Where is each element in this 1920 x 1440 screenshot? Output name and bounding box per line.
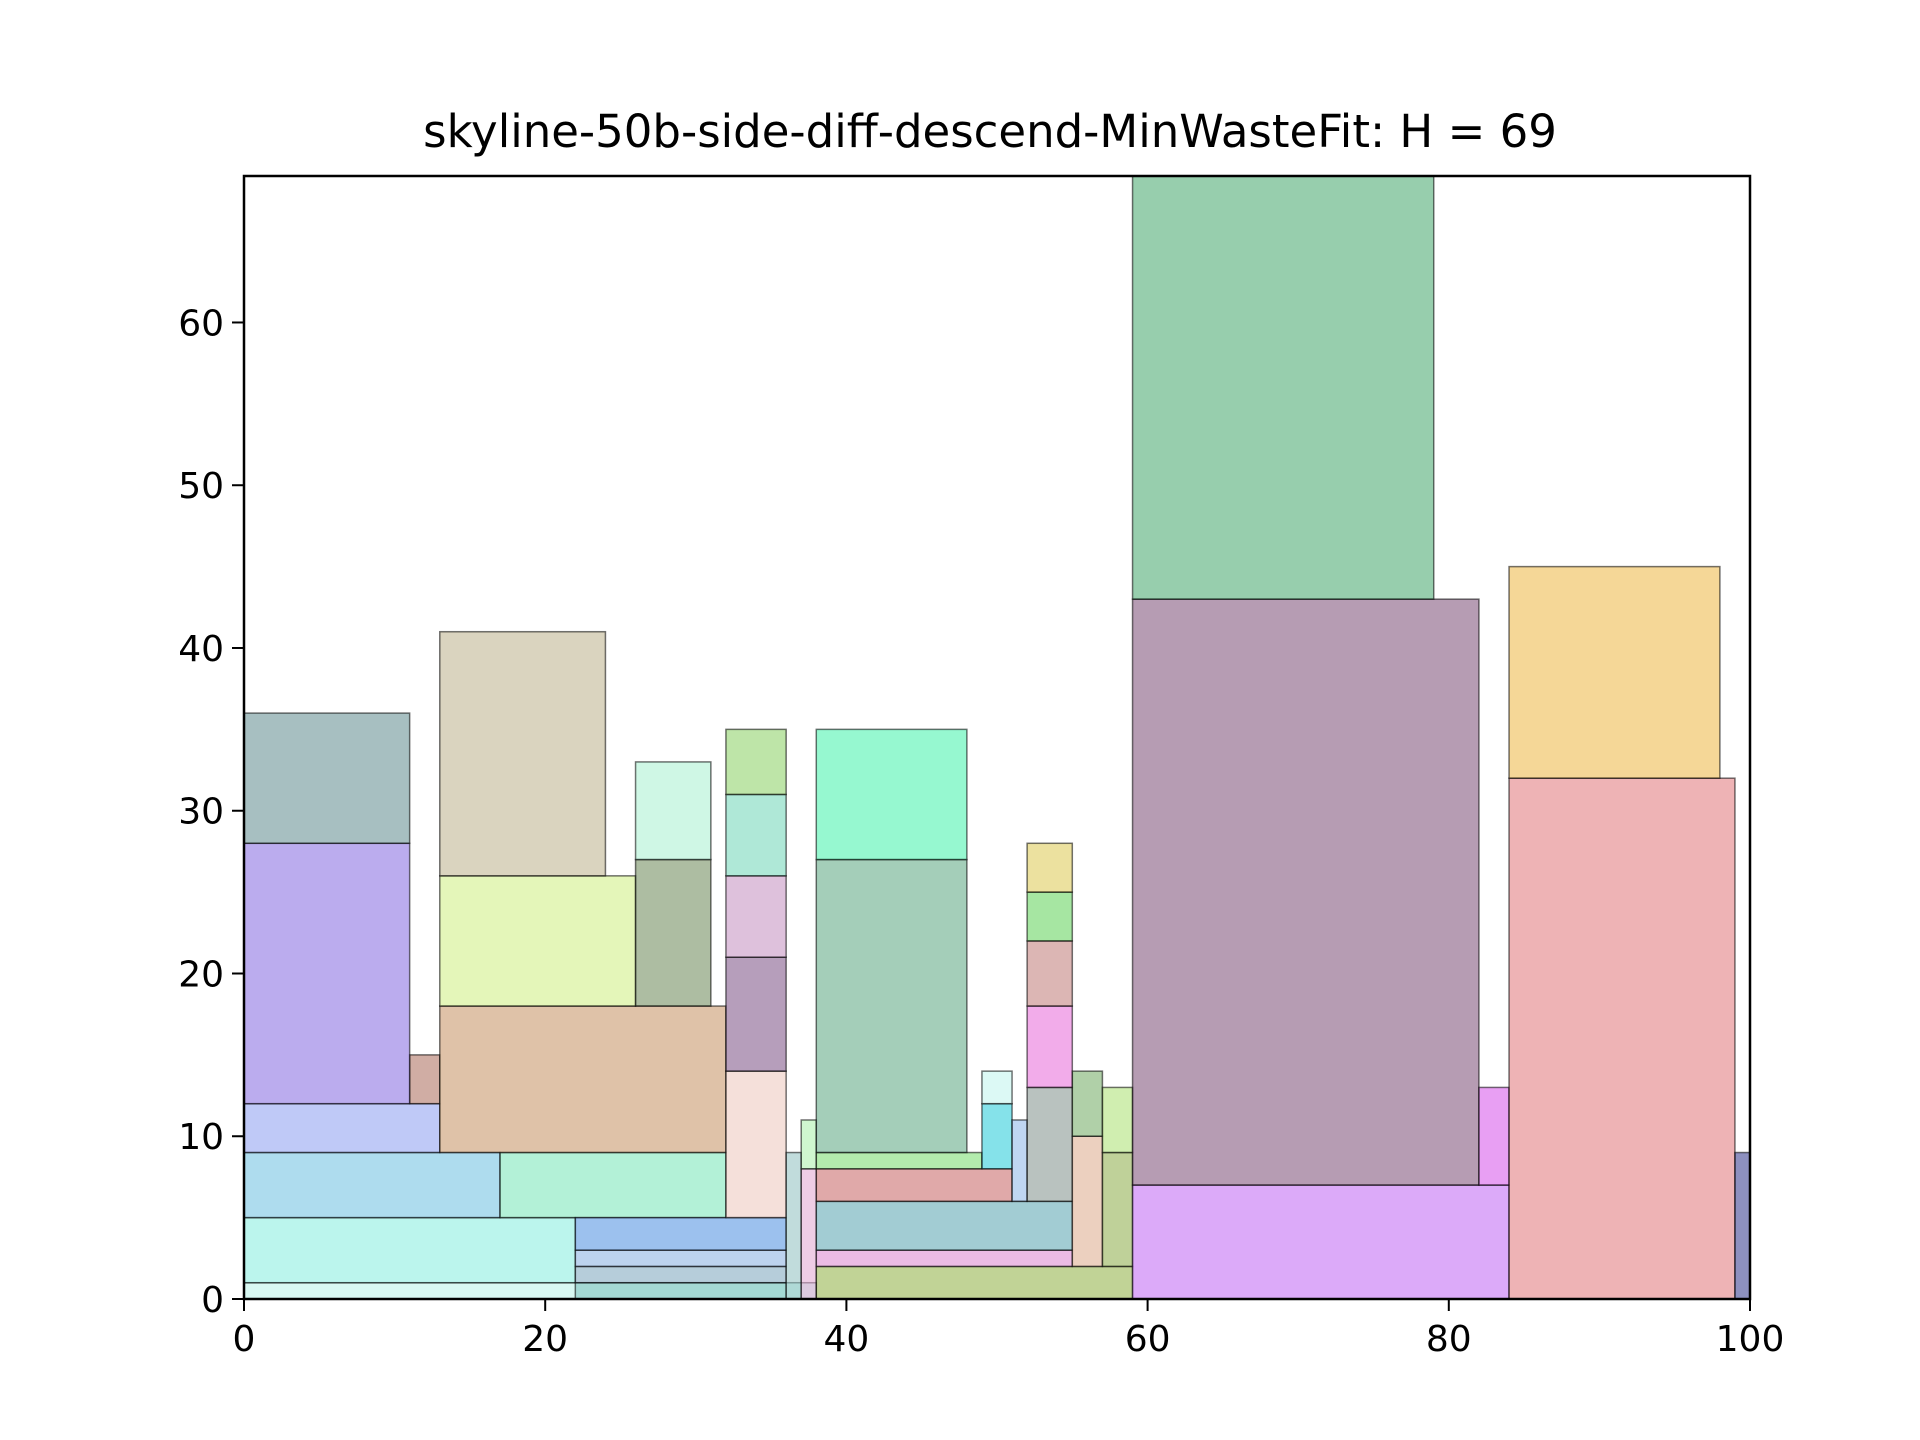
packed-rect [1101, 1086, 1134, 1154]
packed-rect [725, 793, 787, 877]
packed-rect [574, 1265, 787, 1284]
packed-rect [243, 842, 411, 1105]
packed-rect [815, 728, 968, 861]
packed-rect [815, 1200, 1074, 1251]
packed-rect [1734, 1151, 1751, 1300]
packed-rect [981, 1102, 1013, 1170]
y-tick-label: 20 [178, 954, 224, 995]
packed-rect [800, 1119, 818, 1170]
packed-rect [815, 1151, 983, 1170]
packed-rect [800, 1168, 818, 1300]
packed-rect [725, 1070, 787, 1219]
x-tick-label: 40 [823, 1319, 869, 1360]
packed-rect [1071, 1070, 1104, 1137]
packed-rect [1026, 842, 1074, 893]
y-axis: 0 10 20 30 40 50 60 [178, 303, 244, 1321]
chart-title: skyline-50b-side-diff-descend-MinWasteFi… [423, 105, 1557, 158]
packed-rect [725, 956, 787, 1072]
packed-rect [1508, 777, 1736, 1300]
rectangles-layer [243, 175, 1751, 1300]
packed-rect [243, 1151, 501, 1219]
packed-rect [1101, 1151, 1134, 1268]
packed-rect [725, 875, 787, 958]
packed-rect [1071, 1135, 1104, 1268]
packed-rect [574, 1216, 787, 1251]
packed-rect [634, 858, 712, 1007]
packed-rect [785, 1151, 802, 1300]
packed-rect [499, 1151, 727, 1219]
x-tick-label: 60 [1125, 1319, 1171, 1360]
packed-rect [243, 1102, 441, 1154]
x-axis: 0 20 40 60 80 100 [233, 1299, 1785, 1360]
y-tick-label: 40 [178, 629, 224, 670]
packed-rect [1026, 891, 1074, 942]
x-tick-label: 100 [1716, 1319, 1785, 1360]
packed-rect [243, 1216, 577, 1284]
packed-rect [1478, 1086, 1510, 1186]
y-tick-label: 0 [201, 1280, 224, 1321]
packed-rect [243, 712, 411, 845]
packed-rect [981, 1070, 1013, 1105]
y-tick-label: 30 [178, 792, 224, 833]
packed-rect [815, 1168, 1013, 1203]
packed-rect [1026, 940, 1074, 1007]
y-tick-label: 10 [178, 1117, 224, 1158]
packed-rect [815, 1265, 1134, 1300]
plot-frame [242, 174, 1752, 1301]
packed-rect [1131, 1184, 1510, 1300]
packed-rect [439, 875, 637, 1007]
packed-rect [634, 761, 712, 861]
packed-rect [439, 630, 607, 877]
x-tick-label: 20 [522, 1319, 568, 1360]
packed-rect [1131, 175, 1435, 600]
x-tick-label: 80 [1426, 1319, 1472, 1360]
packed-rect [574, 1249, 787, 1268]
packed-rect [1508, 565, 1721, 779]
x-tick-label: 0 [233, 1319, 256, 1360]
packed-rect [815, 1249, 1074, 1268]
packed-rect [1011, 1119, 1028, 1203]
packed-rect [408, 1054, 441, 1105]
packed-rect [1026, 1005, 1074, 1089]
y-tick-label: 60 [178, 303, 224, 344]
packed-rect [439, 1005, 727, 1154]
packed-rect [1131, 598, 1480, 1186]
packed-rect [1026, 1086, 1074, 1203]
y-tick-label: 50 [178, 466, 224, 507]
packed-rect [815, 858, 968, 1154]
packed-rect [725, 728, 787, 796]
packed-rect [574, 1281, 787, 1300]
